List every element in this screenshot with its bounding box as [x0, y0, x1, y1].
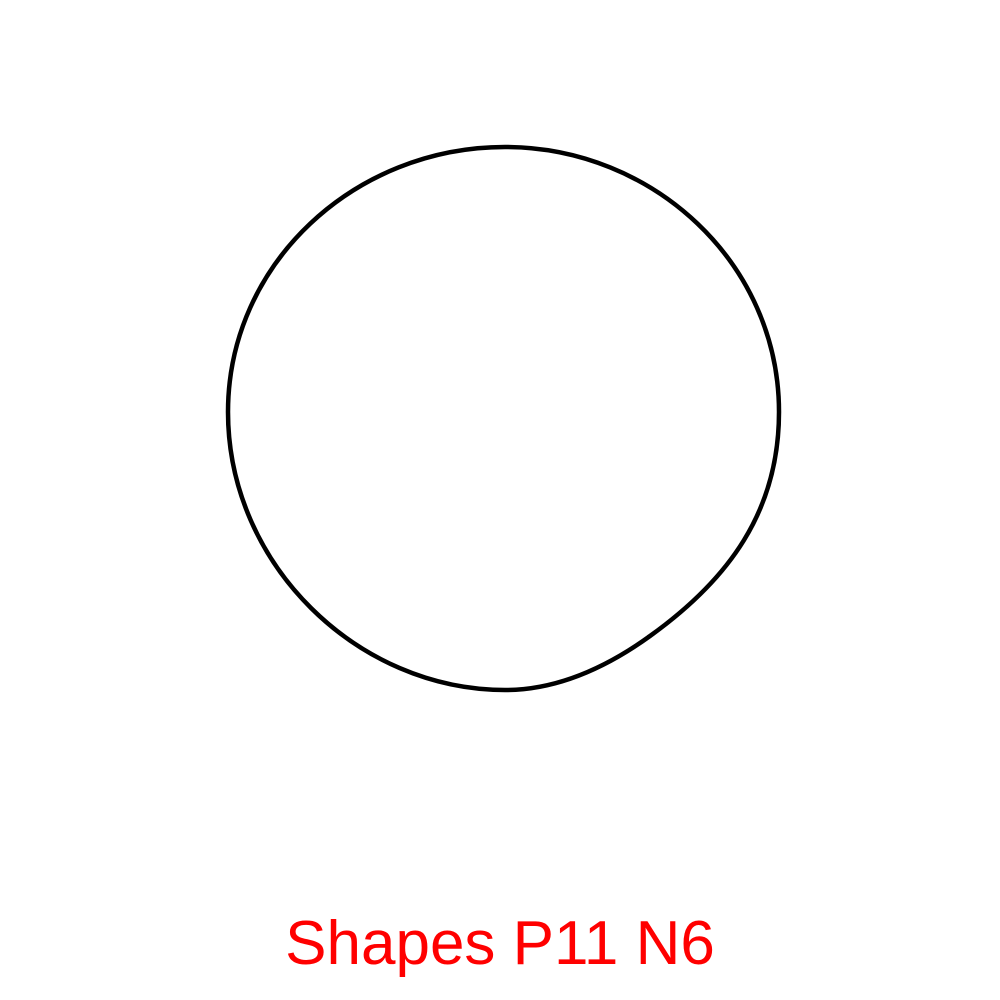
circle-shape [225, 144, 782, 693]
figure-caption: Shapes P11 N6 [285, 909, 715, 978]
